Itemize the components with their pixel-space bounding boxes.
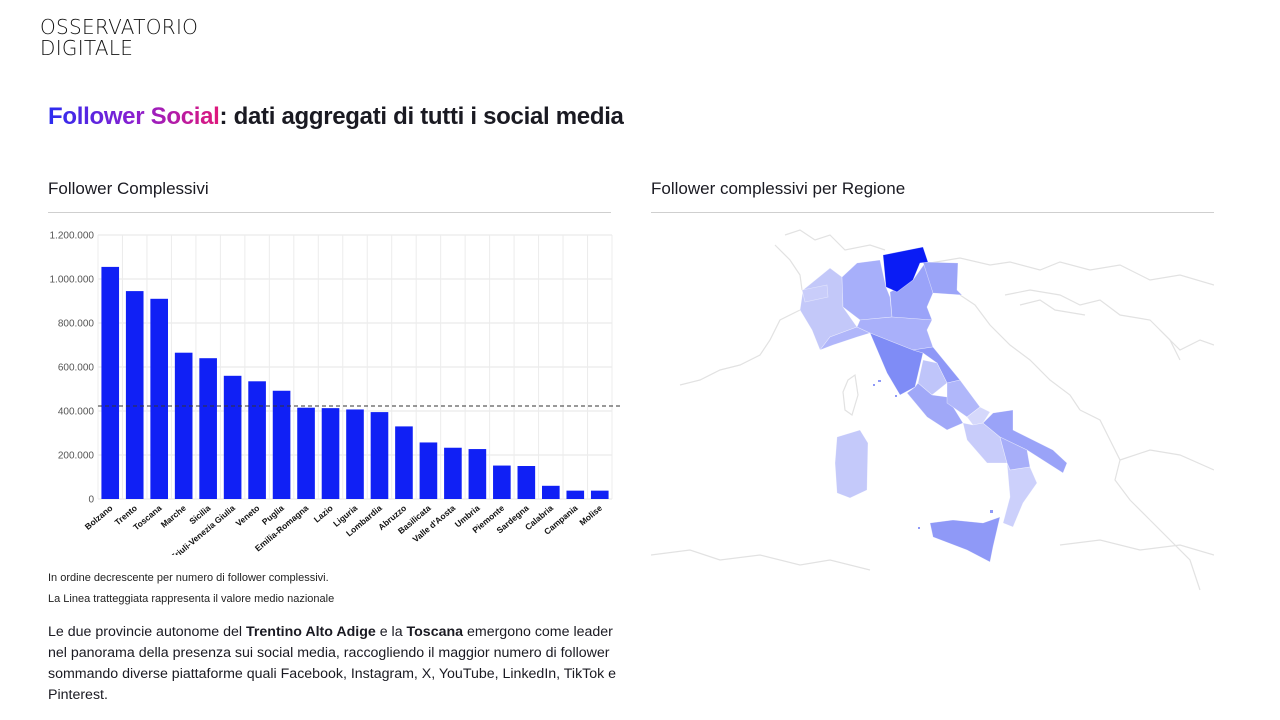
x-tick-label: Veneto — [234, 503, 262, 529]
map-section-title: Follower complessivi per Regione — [651, 179, 906, 198]
bar-basilicata — [419, 442, 438, 499]
bar-veneto — [248, 381, 266, 499]
logo-line-2: DIGITALE — [40, 36, 134, 60]
bar-chart: 0 200.000 400.000 600.000 800.000 1.000.000 1.… — [50, 231, 620, 555]
title-highlight: Follower Social — [48, 103, 220, 130]
bar-bolzano — [101, 266, 120, 499]
logo-line-1: OSSERVATORIO — [40, 15, 199, 39]
italy-region-map — [651, 229, 1214, 591]
region-molise[interactable] — [966, 406, 991, 426]
region-friuli-venezia-giulia[interactable] — [922, 261, 963, 296]
region-lombardia[interactable] — [841, 259, 893, 321]
bar-sicilia — [199, 358, 217, 499]
title-rest: : dati aggregati di tutti i social media — [219, 103, 624, 130]
y-tick-label: 1.200.000 — [50, 231, 95, 242]
bar-molise — [590, 490, 609, 499]
background-country-borders — [651, 229, 1214, 591]
logo: OSSERVATORIO DIGITALE — [40, 17, 198, 59]
region-sardegna[interactable] — [834, 429, 869, 499]
bar-emilia-romagna — [297, 407, 315, 499]
y-tick-label: 800.000 — [58, 319, 95, 330]
bar-sardegna — [517, 466, 536, 499]
bar-valle-d-aosta — [444, 447, 462, 499]
divider-right — [651, 212, 1214, 213]
bar-trento — [125, 291, 144, 499]
x-tick-label: Molise — [577, 503, 604, 528]
chart-section-title: Follower Complessivi — [48, 179, 209, 198]
region-trentino-alto-adige[interactable] — [882, 246, 929, 293]
bar-friuli-venezia-giulia — [223, 375, 242, 499]
region-valle-d-aosta[interactable] — [801, 284, 829, 303]
page-title: Follower Social: dati aggregati di tutti… — [48, 103, 624, 131]
x-tick-label: Marche — [159, 503, 188, 530]
bar-puglia — [272, 390, 291, 499]
bar-lazio — [321, 408, 340, 499]
para-bold-1: Trentino Alto Adige — [245, 624, 376, 640]
para-text-2: e la — [375, 624, 407, 640]
bar-calabria — [541, 485, 560, 499]
y-tick-label: 400.000 — [58, 407, 95, 418]
bar-marche — [174, 352, 193, 499]
x-tick-label: Bolzano — [83, 503, 115, 532]
divider-left — [48, 212, 611, 213]
bar-umbria — [468, 449, 487, 499]
bar-abruzzo — [395, 426, 413, 499]
y-tick-label: 200.000 — [58, 451, 95, 462]
bar-toscana — [150, 298, 169, 499]
bar-campania — [566, 490, 585, 499]
para-text-1: Le due provincie autonome del — [48, 624, 246, 640]
bar-piemonte — [493, 465, 511, 499]
bar-liguria — [346, 409, 364, 499]
chart-note-average: La Linea tratteggiata rappresenta il val… — [48, 593, 335, 605]
y-tick-label: 1.000.000 — [50, 275, 95, 286]
region-umbria[interactable] — [917, 359, 948, 396]
description-paragraph: Le due provincie autonome del Trentino A… — [48, 622, 618, 706]
y-tick-label: 600.000 — [58, 363, 95, 374]
bar-lombardia — [370, 412, 389, 499]
y-tick-label: 0 — [88, 495, 94, 506]
region-sicilia[interactable] — [929, 516, 1001, 563]
para-bold-2: Toscana — [406, 624, 464, 640]
para-text-3: emergono come leader nel panorama della … — [48, 624, 617, 703]
small-islands — [873, 380, 993, 529]
region-calabria[interactable] — [1002, 462, 1038, 528]
chart-note-order: In ordine decrescente per numero di foll… — [48, 572, 329, 584]
